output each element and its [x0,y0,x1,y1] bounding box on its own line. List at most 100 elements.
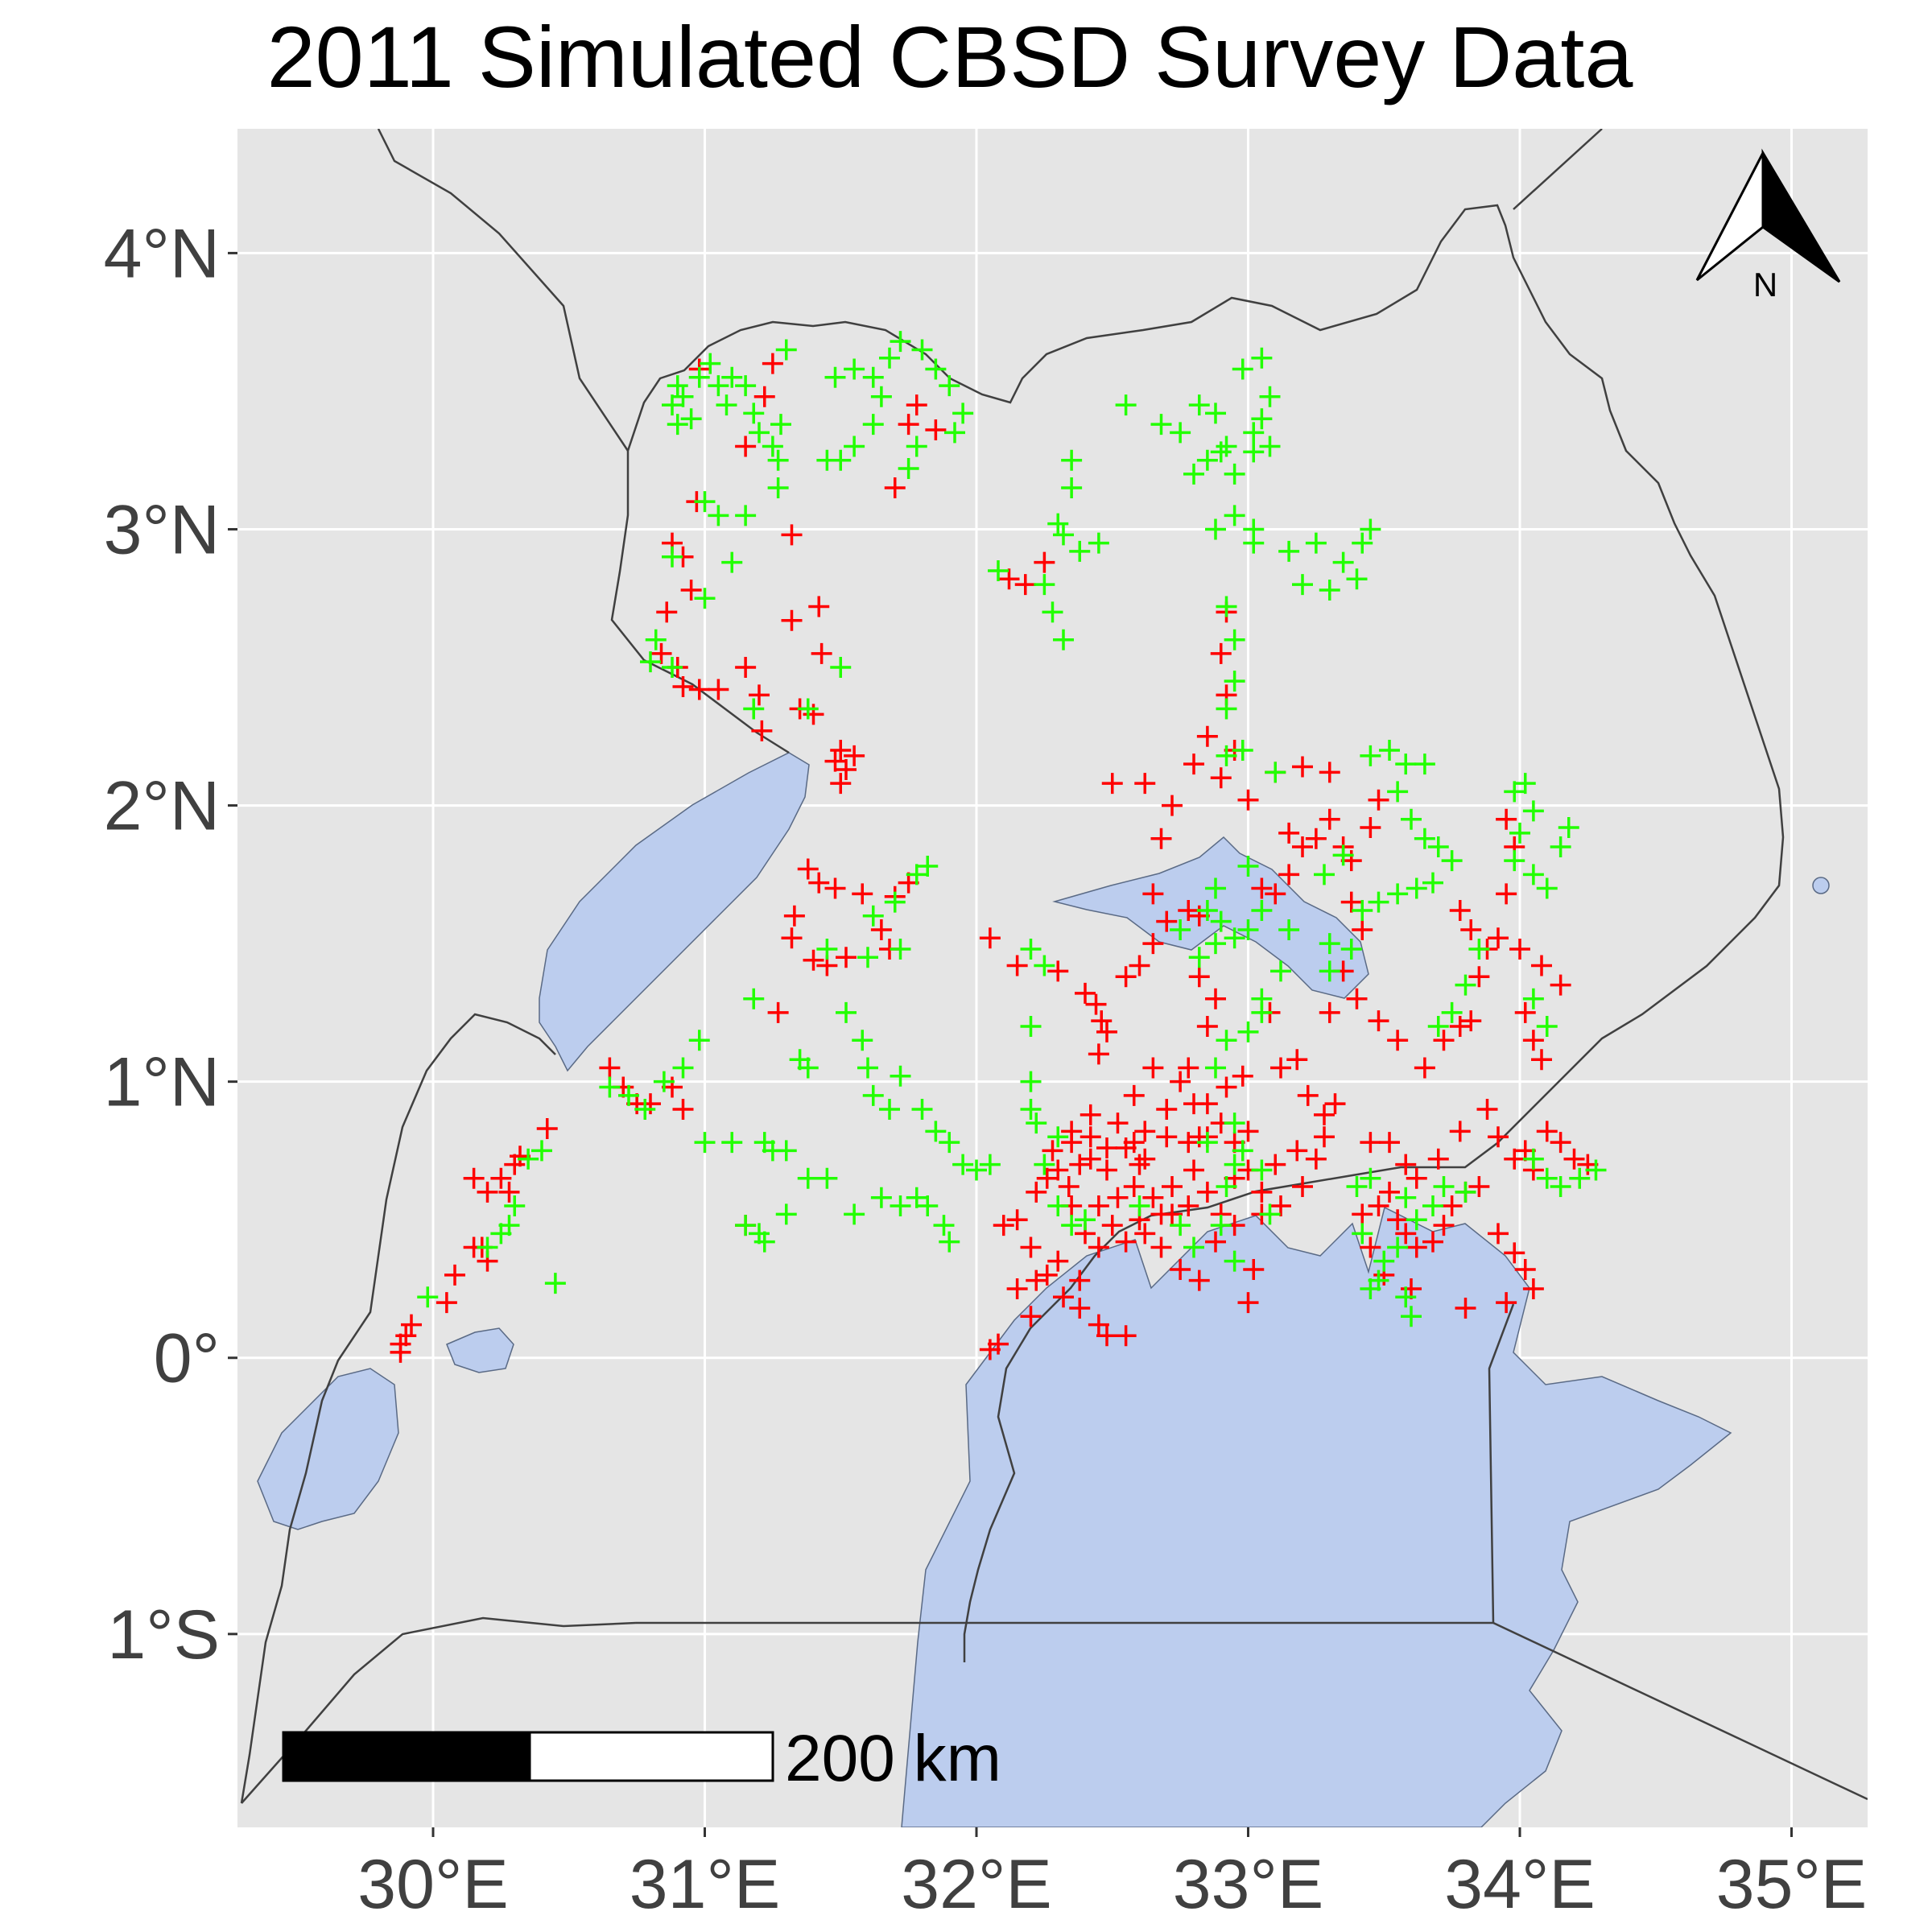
survey-point [1522,988,1544,1009]
survey-point [1123,1084,1145,1106]
survey-point [1569,1167,1591,1189]
survey-point [680,408,702,430]
survey-point [1210,1215,1232,1236]
survey-point [906,1187,927,1208]
survey-point [1251,347,1273,369]
survey-point [1522,800,1544,822]
survey-point [743,402,765,424]
survey-point [1096,1021,1117,1042]
survey-point [1504,850,1525,872]
survey-point [1020,1306,1042,1327]
survey-point [1216,1030,1237,1051]
survey-point [857,947,878,968]
survey-point [844,436,865,457]
survey-point [1096,1325,1117,1347]
survey-point [645,629,667,650]
survey-point [1488,1223,1509,1245]
survey-point [1020,1098,1042,1120]
survey-point [1196,1016,1218,1038]
survey-point [1196,449,1218,471]
survey-point [911,1098,933,1120]
survey-point [1150,1203,1172,1225]
x-tick-label: 34°E [1444,1846,1595,1923]
survey-point [1332,844,1354,866]
survey-point [1115,1231,1137,1253]
survey-point [1243,441,1265,463]
survey-point [1061,477,1083,499]
survey-point [477,1236,498,1258]
survey-point [1224,1113,1245,1134]
survey-point [1488,1126,1509,1148]
survey-point [925,1121,947,1142]
survey-point [1270,960,1291,982]
survey-point [1536,1167,1558,1189]
survey-point [1061,449,1083,471]
survey-point [1401,808,1422,830]
survey-point [1414,753,1435,775]
survey-point [1368,891,1389,913]
survey-point [1352,899,1373,921]
survey-point [1550,1176,1571,1198]
survey-point [1115,1137,1137,1158]
survey-point [1188,966,1210,988]
survey-point [775,339,797,361]
survey-point [498,1181,520,1203]
survey-point [775,1203,797,1225]
survey-point [1170,919,1191,940]
survey-point [1314,1104,1335,1125]
survey-point [1550,974,1571,996]
survey-point [1047,513,1069,535]
survey-point [662,394,683,416]
survey-point [1460,1010,1482,1032]
survey-point [1509,938,1530,960]
survey-point [1422,1231,1443,1253]
survey-point [477,1181,498,1203]
survey-point [1251,1159,1273,1181]
survey-point [1531,1049,1552,1071]
survey-point [836,1001,857,1023]
survey-point [1352,1223,1373,1245]
survey-point [1265,883,1286,905]
survey-point [762,353,783,374]
survey-point [694,588,716,609]
survey-point [1237,1021,1259,1042]
survey-point [1080,1148,1101,1170]
survey-point [1270,1057,1291,1079]
survey-point [1488,927,1509,949]
survey-point [1414,828,1435,849]
survey-point [1259,436,1281,457]
survey-point [1406,1236,1427,1258]
survey-point [1496,1292,1517,1314]
survey-point [1053,524,1074,546]
survey-point [1522,864,1544,886]
survey-point [816,1167,838,1189]
survey-point [917,1195,939,1217]
survey-point [1514,773,1536,795]
survey-point [1150,1236,1172,1258]
survey-point [1406,877,1427,899]
survey-point [1047,1195,1069,1217]
survey-point [1427,1148,1449,1170]
survey-point [884,477,906,499]
survey-point [1324,1093,1346,1115]
survey-point [1047,1159,1069,1181]
survey-point [1509,822,1530,844]
survey-point [1314,1126,1335,1148]
survey-point [1061,1132,1083,1154]
survey-point [721,366,743,388]
survey-point [1205,988,1226,1009]
survey-point [735,1215,757,1236]
survey-point [1360,745,1381,766]
survey-point [917,856,939,877]
survey-point [653,1071,675,1092]
survey-point [672,386,694,407]
survey-point [536,1117,558,1139]
survey-point [749,422,770,444]
survey-point [1346,1176,1368,1198]
survey-point [1088,532,1109,554]
survey-point [1216,596,1237,617]
survey-point [1504,781,1525,803]
y-tick-label: 0° [154,1320,220,1397]
survey-point [1243,1258,1265,1280]
survey-point [1550,836,1571,858]
